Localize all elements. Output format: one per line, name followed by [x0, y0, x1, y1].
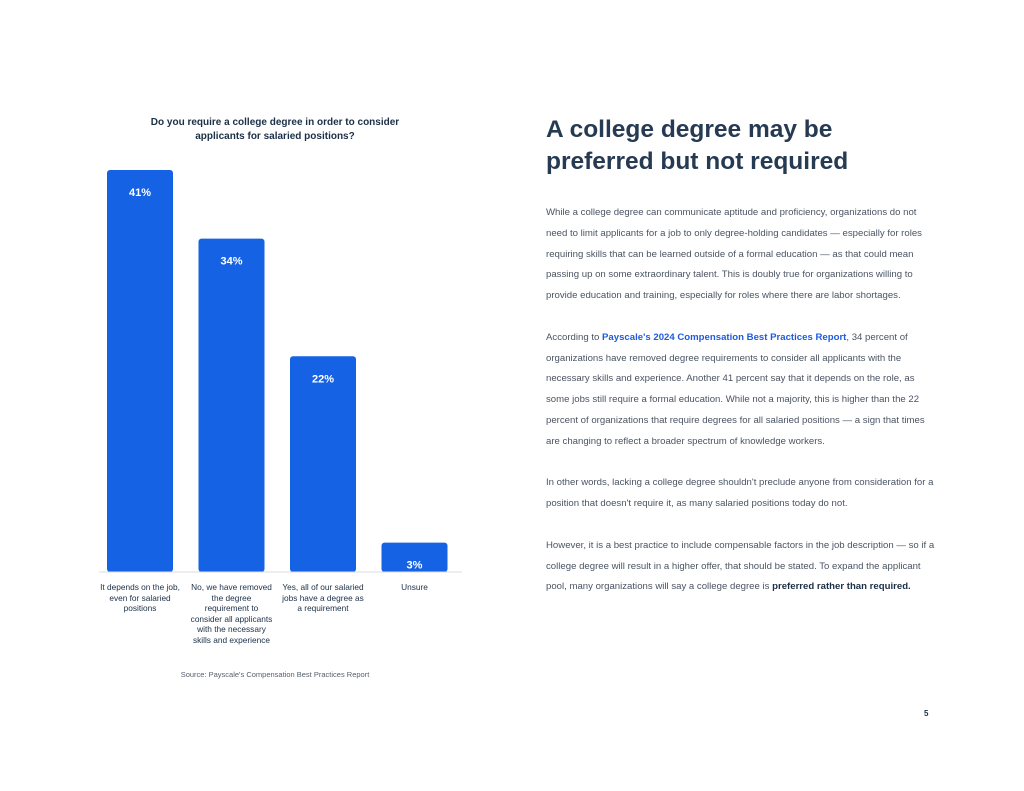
bar-value-label-3: 22% — [312, 373, 334, 385]
paragraph-3: In other words, lacking a college degree… — [546, 477, 934, 510]
bar-3 — [290, 356, 356, 572]
category-label-4: Unsure — [401, 582, 428, 592]
paragraph-4: However, it is a best practice to includ… — [546, 536, 936, 598]
article-body: While a college degree can communicate a… — [546, 203, 936, 619]
paragraph-2: According to Payscale's 2024 Compensatio… — [546, 328, 936, 453]
category-label-1: It depends on the job, even for salaried… — [100, 582, 180, 613]
bar-4 — [381, 542, 448, 572]
bar-chart: 41% 34% 22% 3% — [99, 170, 462, 573]
category-label-3: Yes, all of our salaried jobs have a deg… — [282, 582, 364, 613]
paragraph-2-text: , 34 percent of organizations have remov… — [546, 331, 925, 447]
bar-1 — [107, 170, 173, 572]
paragraph-2-intro: According to — [546, 331, 602, 343]
bar-2 — [198, 238, 265, 572]
bar-value-label-1: 41% — [129, 187, 151, 199]
bar-value-label-4: 3% — [407, 560, 423, 572]
bar-value-label-2: 34% — [220, 256, 242, 268]
chart-source: Source: Payscale's Compensation Best Pra… — [180, 670, 370, 679]
paragraph-1: While a college degree can communicate a… — [546, 207, 922, 302]
chart-title: Do you require a college degree in order… — [150, 117, 400, 142]
report-link[interactable]: Payscale's 2024 Compensation Best Practi… — [602, 331, 847, 343]
paragraph-4-text: However, it is a best practice to includ… — [546, 539, 935, 593]
paragraph-4-emphasis: preferred rather than required. — [772, 581, 911, 593]
page-headline: A college degree may be preferred but no… — [546, 116, 849, 175]
page-number: 5 — [924, 709, 929, 718]
category-label-2: No, we have removed the degree requireme… — [190, 582, 273, 645]
